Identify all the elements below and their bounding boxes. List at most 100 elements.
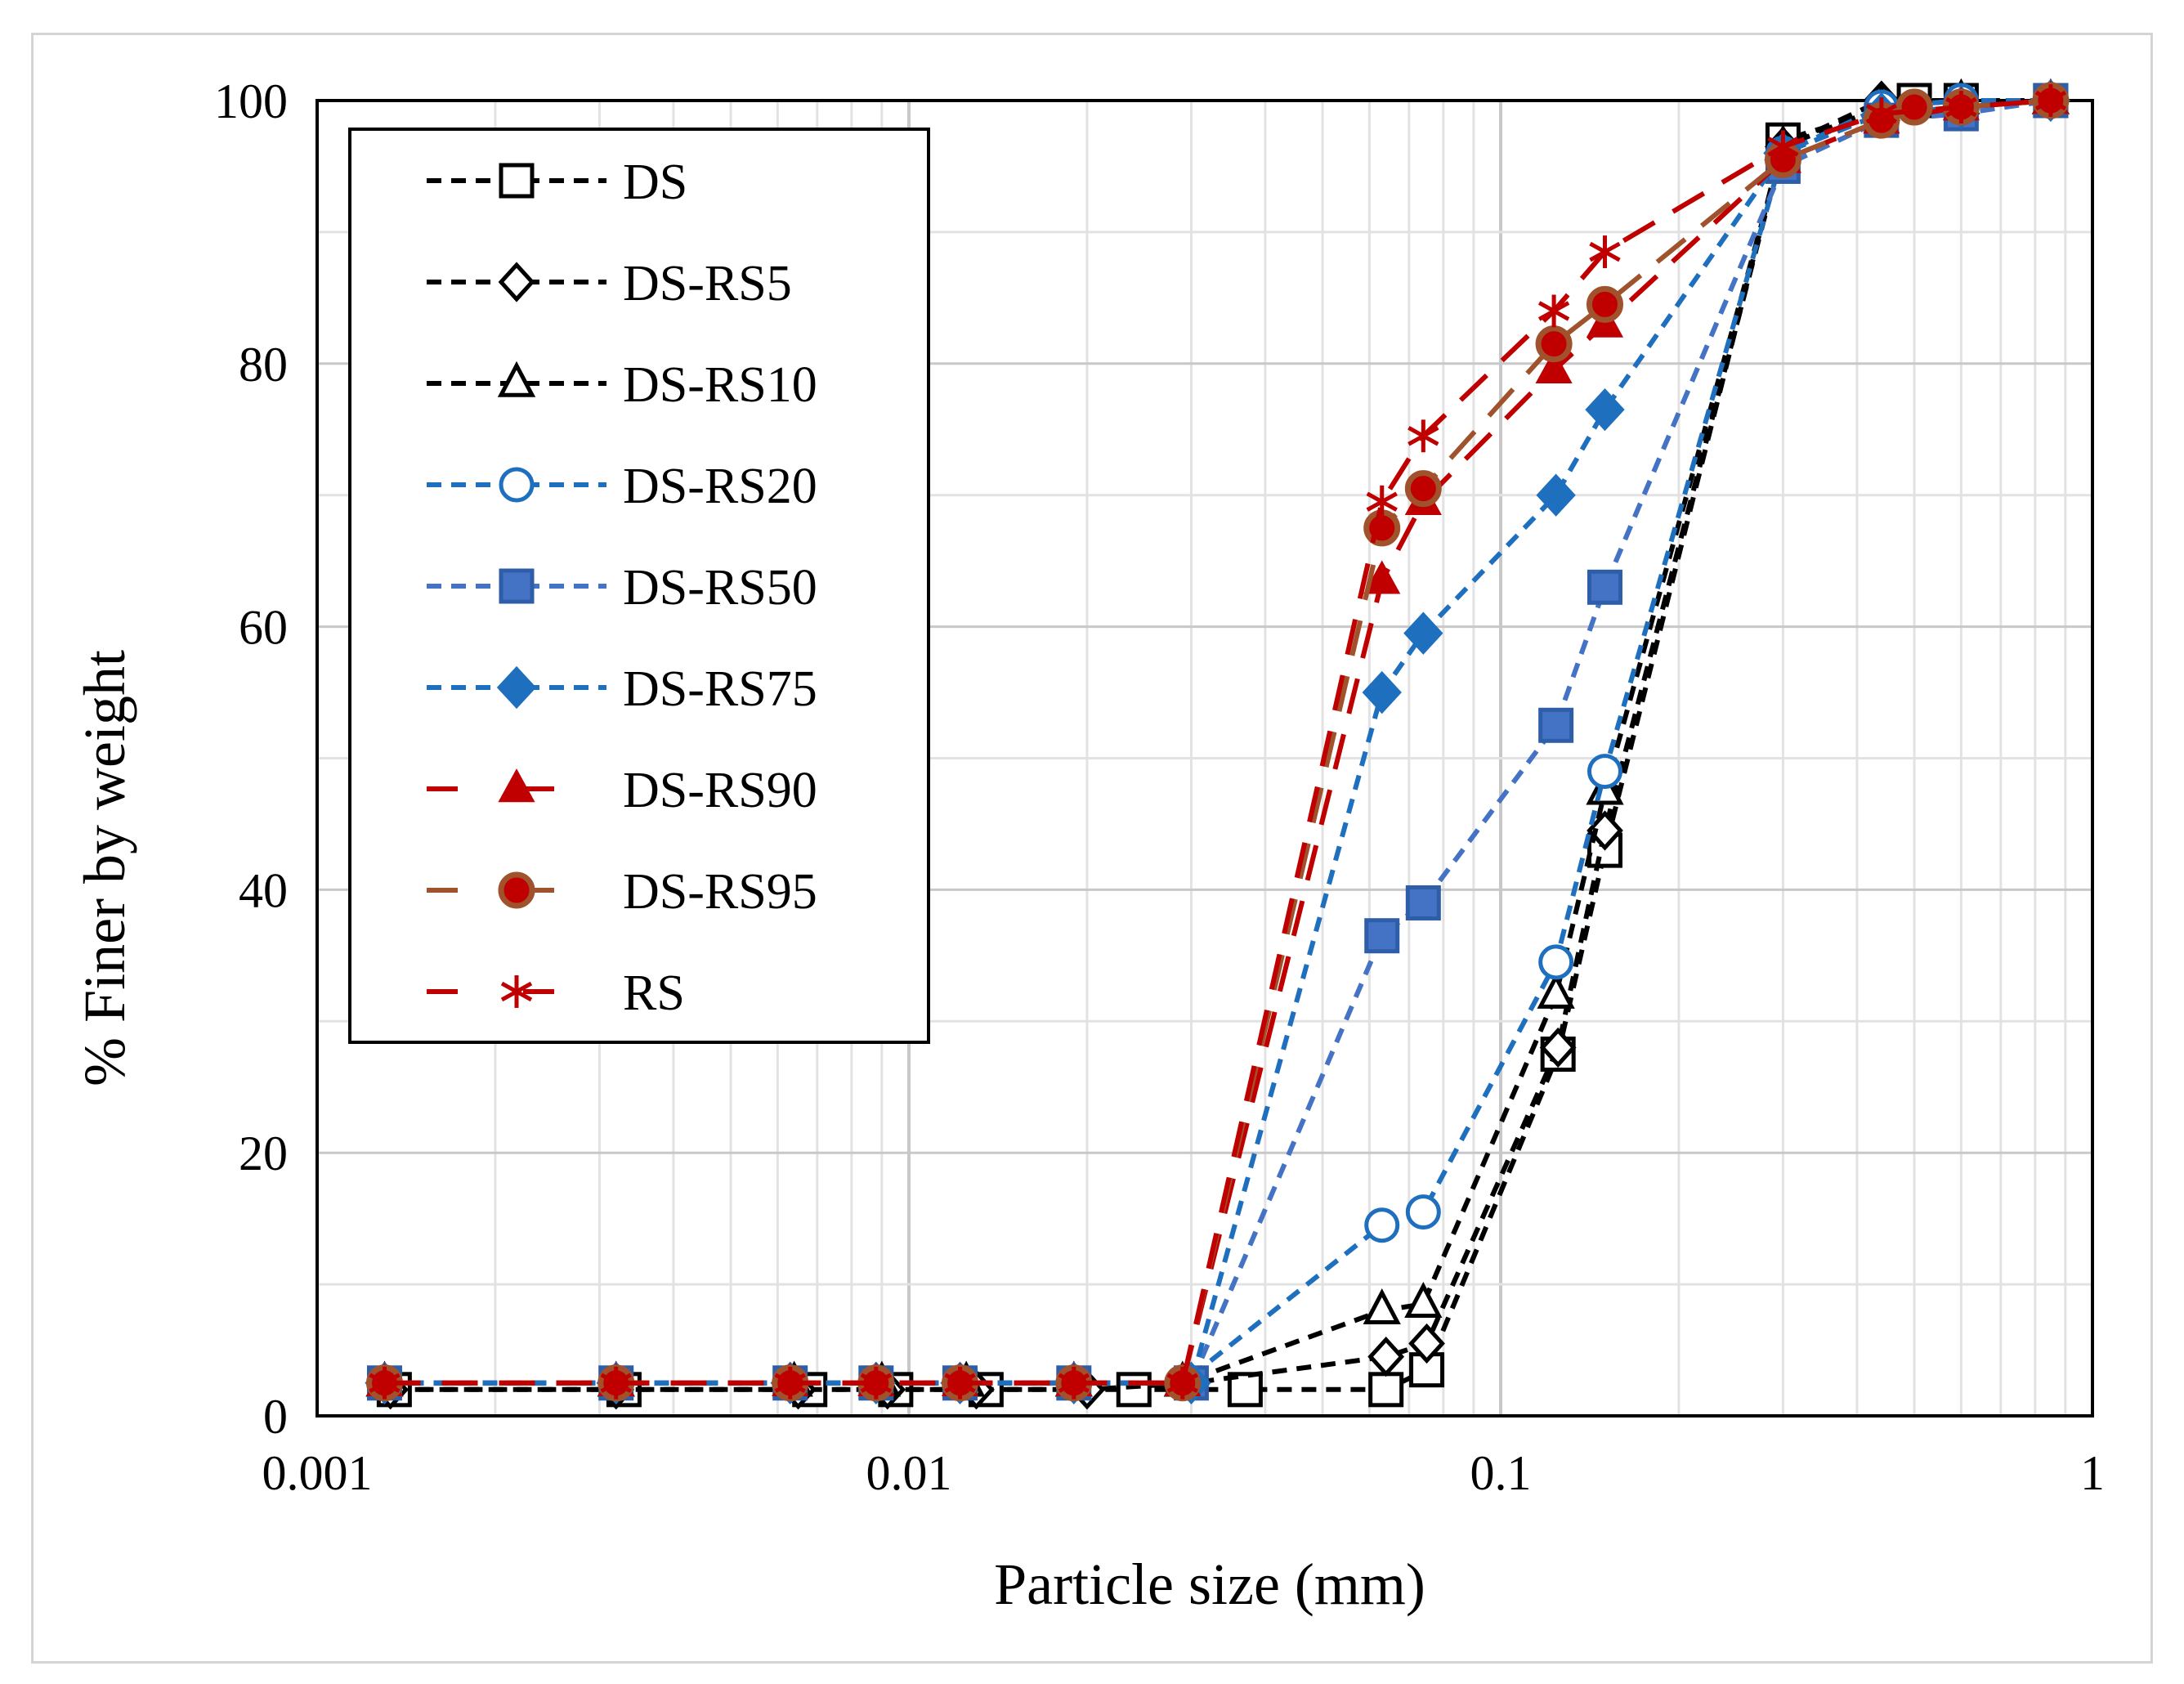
data-point [1895, 88, 1933, 126]
series-line [384, 98, 2052, 1386]
data-point [1408, 1323, 1445, 1364]
data-point [499, 163, 535, 199]
data-point [1405, 885, 1441, 920]
legend-label: DS [623, 155, 687, 210]
y-tick-label: 100 [214, 74, 288, 128]
data-point [1364, 918, 1400, 954]
data-point [1405, 1194, 1441, 1230]
data-point [1408, 419, 1439, 453]
data-point [944, 1366, 976, 1400]
data-point [1363, 1288, 1401, 1325]
series-rs [369, 84, 2067, 1400]
data-point [1587, 754, 1622, 790]
data-point [498, 768, 535, 803]
y-tick-label: 0 [263, 1390, 288, 1444]
data-point [498, 871, 535, 909]
data-point [1767, 130, 1799, 163]
legend-label: DS-RS5 [623, 256, 792, 311]
data-point [1945, 91, 1977, 123]
data-point [1586, 285, 1623, 323]
star-stroke [1058, 1373, 1090, 1393]
legend-item-ds-rs50: DS-RS50 [427, 560, 817, 616]
x-tick-label: 0.001 [262, 1446, 373, 1500]
data-point [774, 1366, 806, 1400]
data-point [1367, 1336, 1405, 1377]
legend-item-ds-rs20: DS-RS20 [427, 459, 817, 514]
x-tick-label: 0.1 [1470, 1446, 1532, 1500]
data-point [1404, 470, 1442, 508]
y-axis-label: % Finer by weight [72, 650, 137, 1086]
data-point [1366, 485, 1398, 518]
legend-item-ds-rs5: DS-RS5 [427, 256, 792, 311]
data-point [860, 1366, 892, 1400]
data-point [1364, 1207, 1400, 1243]
series-line [390, 98, 2051, 1392]
data-point [1535, 349, 1573, 384]
x-tick-label: 0.01 [866, 1446, 952, 1500]
star-stroke [1537, 301, 1570, 321]
data-point [1116, 1372, 1152, 1408]
star-stroke [1166, 1373, 1198, 1393]
data-point [1587, 810, 1623, 851]
data-point [1166, 1366, 1198, 1400]
axes: 0.001 0.01 0.1 1 0 20 40 60 80 100 [214, 74, 2105, 1500]
plot-area [316, 99, 2094, 1418]
star-stroke [1589, 241, 1621, 262]
x-axis-label: Particle size (mm) [994, 1552, 1425, 1617]
star-stroke [860, 1373, 892, 1393]
star-stroke [774, 1373, 806, 1393]
star-stroke [1767, 137, 1799, 157]
legend-item-ds-rs95: DS-RS95 [427, 864, 817, 920]
legend-item-ds: DS [427, 155, 687, 210]
star-stroke [944, 1373, 976, 1393]
x-tick-label: 1 [2080, 1446, 2105, 1500]
data-point [1538, 707, 1574, 743]
star-stroke [500, 981, 533, 1002]
legend-item-ds-rs10: DS-RS10 [427, 357, 817, 413]
data-point [499, 568, 535, 604]
legend-item-ds-rs75: DS-RS75 [427, 661, 817, 717]
legend: DS DS-RS5 DS-RS10 DS-RS20 DS-RS50 DS-RS75 DS-R… [348, 128, 930, 1044]
star-stroke [369, 1373, 401, 1393]
data-point [496, 665, 537, 710]
data-point [1585, 387, 1625, 432]
data-point [1403, 611, 1443, 655]
y-tick-label: 80 [239, 338, 288, 392]
star-stroke [1408, 426, 1439, 446]
data-point [1538, 944, 1574, 980]
data-point [1537, 294, 1570, 328]
data-point [1537, 972, 1575, 1009]
data-point [500, 975, 533, 1008]
data-point [499, 467, 535, 503]
star-stroke [2034, 90, 2067, 111]
data-point [1404, 1282, 1443, 1318]
data-point [1362, 670, 1402, 714]
legend-label: DS-RS90 [623, 763, 817, 818]
legend-label: DS-RS75 [623, 661, 817, 717]
star-stroke [1945, 96, 1977, 118]
data-point [600, 1366, 632, 1400]
legend-label: DS-RS95 [623, 864, 817, 920]
legend-label: DS-RS20 [623, 459, 817, 514]
y-tick-label: 20 [239, 1126, 288, 1180]
data-point [1363, 560, 1401, 594]
data-point [1535, 325, 1573, 363]
data-point [498, 262, 535, 302]
data-point [497, 361, 536, 397]
data-point [1058, 1366, 1090, 1400]
data-point [2034, 84, 2067, 117]
star-stroke [600, 1373, 632, 1393]
data-point [1536, 473, 1576, 517]
data-point [1587, 569, 1622, 605]
legend-item-ds-rs90: DS-RS90 [427, 763, 817, 818]
star-stroke [1366, 491, 1398, 512]
legend-item-rs: RS [427, 965, 685, 1021]
data-point [1865, 97, 1898, 131]
y-tick-label: 60 [239, 601, 288, 655]
star-stroke [1865, 103, 1898, 124]
y-tick-label: 40 [239, 863, 288, 917]
legend-label: RS [623, 965, 685, 1021]
data-point [369, 1366, 401, 1400]
data-point [1589, 235, 1621, 268]
